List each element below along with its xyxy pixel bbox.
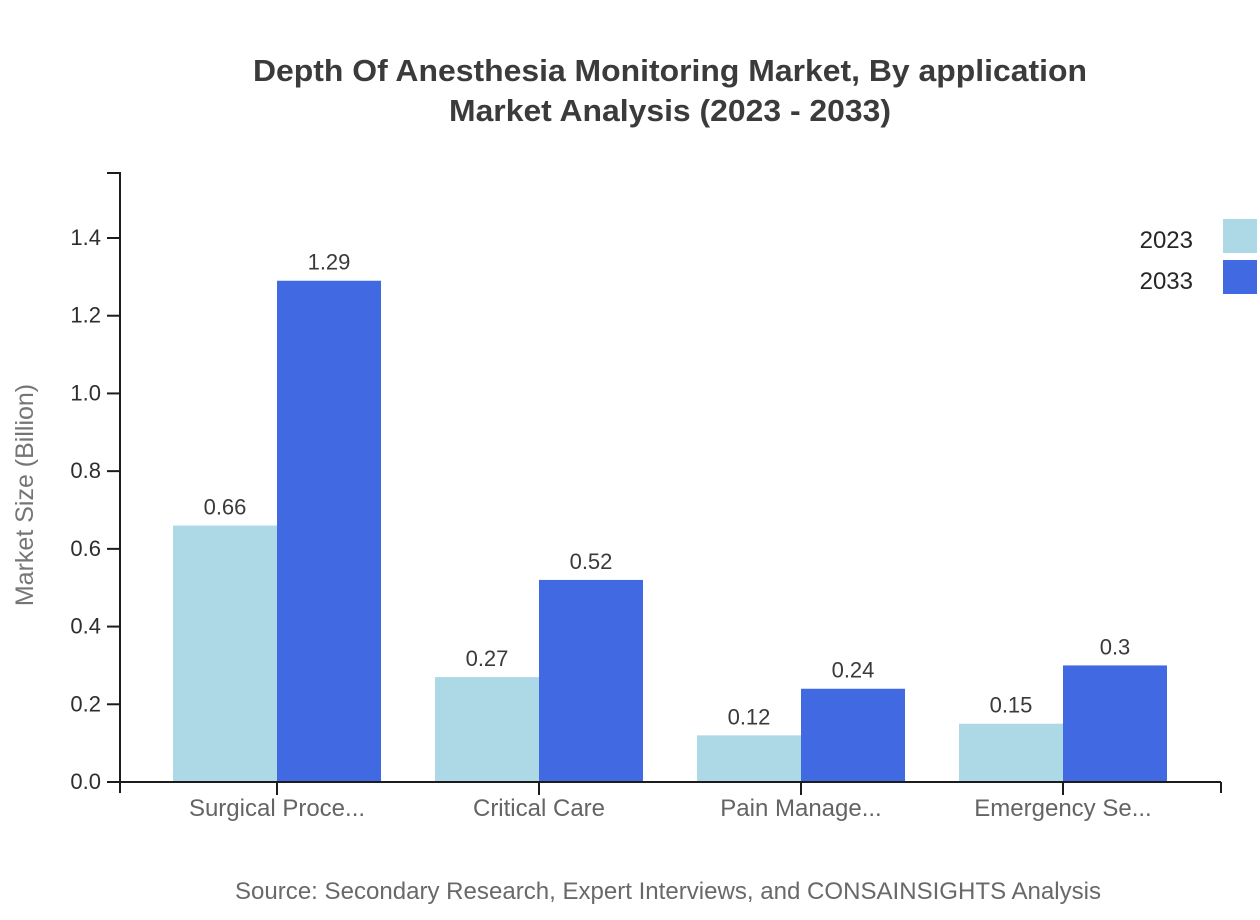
bar-value-label: 1.29 bbox=[308, 250, 351, 275]
x-axis-category-label: Critical Care bbox=[473, 795, 605, 822]
y-axis-tick-label: 0.0 bbox=[70, 769, 101, 794]
x-axis-category-label: Pain Manage... bbox=[720, 795, 881, 822]
y-axis-ticks-layer: 0.0 0.2 0.4 0.6 0.8 1.0 1.2 1.4 bbox=[70, 225, 120, 794]
legend-swatch-2033 bbox=[1223, 260, 1257, 294]
bar-2023 bbox=[173, 525, 277, 782]
bar-2033 bbox=[801, 688, 905, 782]
y-axis-tick-label: 1.4 bbox=[70, 225, 101, 250]
bar-value-label: 0.15 bbox=[990, 693, 1033, 718]
legend-label-2023: 2023 bbox=[1140, 227, 1193, 254]
bar-value-label: 0.52 bbox=[570, 549, 613, 574]
axis-spine bbox=[107, 172, 1222, 793]
legend-swatch-2023 bbox=[1223, 219, 1257, 253]
y-axis-tick-label: 0.8 bbox=[70, 458, 101, 483]
y-axis-tick-label: 0.6 bbox=[70, 536, 101, 561]
bar-2023 bbox=[959, 723, 1063, 782]
bar-2033 bbox=[277, 280, 381, 782]
legend-label-2033: 2033 bbox=[1140, 268, 1193, 295]
bar-value-label: 0.24 bbox=[832, 658, 875, 683]
x-axis-ticks-layer: Surgical Proce... Critical Care Pain Manag… bbox=[189, 782, 1152, 822]
x-axis-category-label: Surgical Proce... bbox=[189, 795, 365, 822]
axes bbox=[107, 172, 1222, 793]
y-axis-tick-label: 1.2 bbox=[70, 303, 101, 328]
bar-value-label: 0.66 bbox=[204, 495, 247, 520]
bar-value-label: 0.27 bbox=[466, 646, 509, 671]
chart-title-line2: Market Analysis (2023 - 2033) bbox=[449, 93, 891, 128]
chart-title-line1: Depth Of Anesthesia Monitoring Market, B… bbox=[253, 53, 1087, 88]
x-axis-category-label: Emergency Se... bbox=[974, 795, 1151, 822]
source-attribution: Source: Secondary Research, Expert Inter… bbox=[235, 878, 1101, 905]
legend: 2023 2033 bbox=[1140, 219, 1257, 295]
bar-2033 bbox=[539, 579, 643, 782]
y-axis-tick-label: 1.0 bbox=[70, 380, 101, 405]
bar-value-label: 0.3 bbox=[1100, 634, 1131, 659]
bar-2023 bbox=[697, 735, 801, 782]
bar-value-label: 0.12 bbox=[728, 704, 771, 729]
bars-layer: 0.66 1.29 0.27 0.52 0.12 0.24 0.15 0.3 bbox=[173, 250, 1167, 782]
y-axis-tick-label: 0.2 bbox=[70, 691, 101, 716]
y-axis-title: Market Size (Billion) bbox=[11, 384, 39, 606]
y-axis-tick-label: 0.4 bbox=[70, 614, 101, 639]
bar-2023 bbox=[435, 677, 539, 782]
bar-2033 bbox=[1063, 665, 1167, 782]
